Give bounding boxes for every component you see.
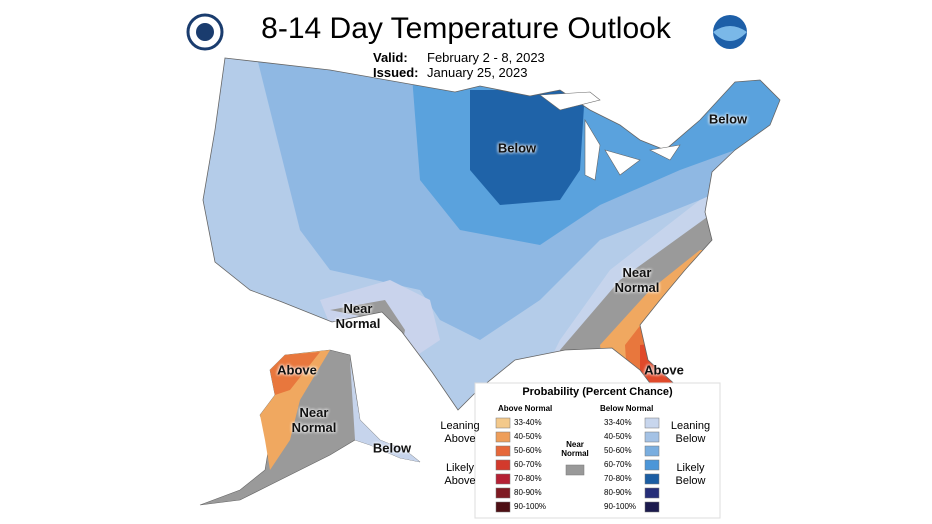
above-swatch xyxy=(495,473,511,485)
issued: January 25, 2023 xyxy=(427,65,528,80)
below-group: Leaning Below xyxy=(670,420,711,445)
map-label: Above xyxy=(644,362,684,378)
great-lakes xyxy=(539,91,681,181)
below-group: Likely Below xyxy=(675,462,706,487)
logos xyxy=(186,13,747,51)
above-swatch xyxy=(495,431,511,443)
above-swatch xyxy=(495,487,511,499)
map-label: Below xyxy=(372,440,412,456)
above-swatch xyxy=(495,445,511,457)
map-label: Near Normal xyxy=(335,301,381,331)
above-bin-label: 60-70% xyxy=(514,460,542,469)
above-group: Likely Above xyxy=(444,462,476,487)
us-border xyxy=(202,57,781,413)
valid: February 2 - 8, 2023 xyxy=(427,50,545,65)
above-group: Leaning Above xyxy=(440,420,480,445)
below-header: Below Normal xyxy=(600,404,654,413)
below-swatch xyxy=(644,501,660,513)
below-swatch xyxy=(644,473,660,485)
below-bin-label: 70-80% xyxy=(604,474,632,483)
below-bin-label: 90-100% xyxy=(604,502,637,511)
below-swatch xyxy=(644,459,660,471)
title: 8-14 Day Temperature Outlook xyxy=(261,12,671,45)
map-label: Below xyxy=(497,140,537,156)
below-bin-label: 50-60% xyxy=(604,446,632,455)
below-bin-label: 60-70% xyxy=(604,460,632,469)
alaska xyxy=(199,349,421,506)
above-swatch xyxy=(495,501,511,513)
below-swatch xyxy=(644,417,660,429)
near-label: Near Normal xyxy=(561,440,589,458)
map-label: Above xyxy=(277,362,317,378)
above-swatch xyxy=(495,417,511,429)
above-swatch xyxy=(495,459,511,471)
above-bin-label: 50-60% xyxy=(514,446,542,455)
below-swatch xyxy=(644,431,660,443)
above-bin-label: 40-50% xyxy=(514,432,542,441)
above-header: Above Normal xyxy=(498,404,553,413)
above-bin-label: 33-40% xyxy=(514,418,542,427)
map-label: Near Normal xyxy=(291,405,337,435)
legend-box xyxy=(474,382,721,519)
legend-title: Probability (Percent Chance) xyxy=(522,386,673,398)
above-bin-label: 70-80% xyxy=(514,474,542,483)
below-bin-label: 40-50% xyxy=(604,432,632,441)
above-bin-label: 90-100% xyxy=(514,502,547,511)
above-bin-label: 80-90% xyxy=(514,488,542,497)
valid-label: Valid: xyxy=(373,50,408,65)
map-label: Below xyxy=(708,111,748,127)
below-swatch xyxy=(644,445,660,457)
below-bin-label: 80-90% xyxy=(604,488,632,497)
near-swatch xyxy=(565,464,585,476)
issued-label: Issued: xyxy=(373,65,419,80)
below-bin-label: 33-40% xyxy=(604,418,632,427)
below-swatch xyxy=(644,487,660,499)
map-label: Near Normal xyxy=(614,265,660,295)
